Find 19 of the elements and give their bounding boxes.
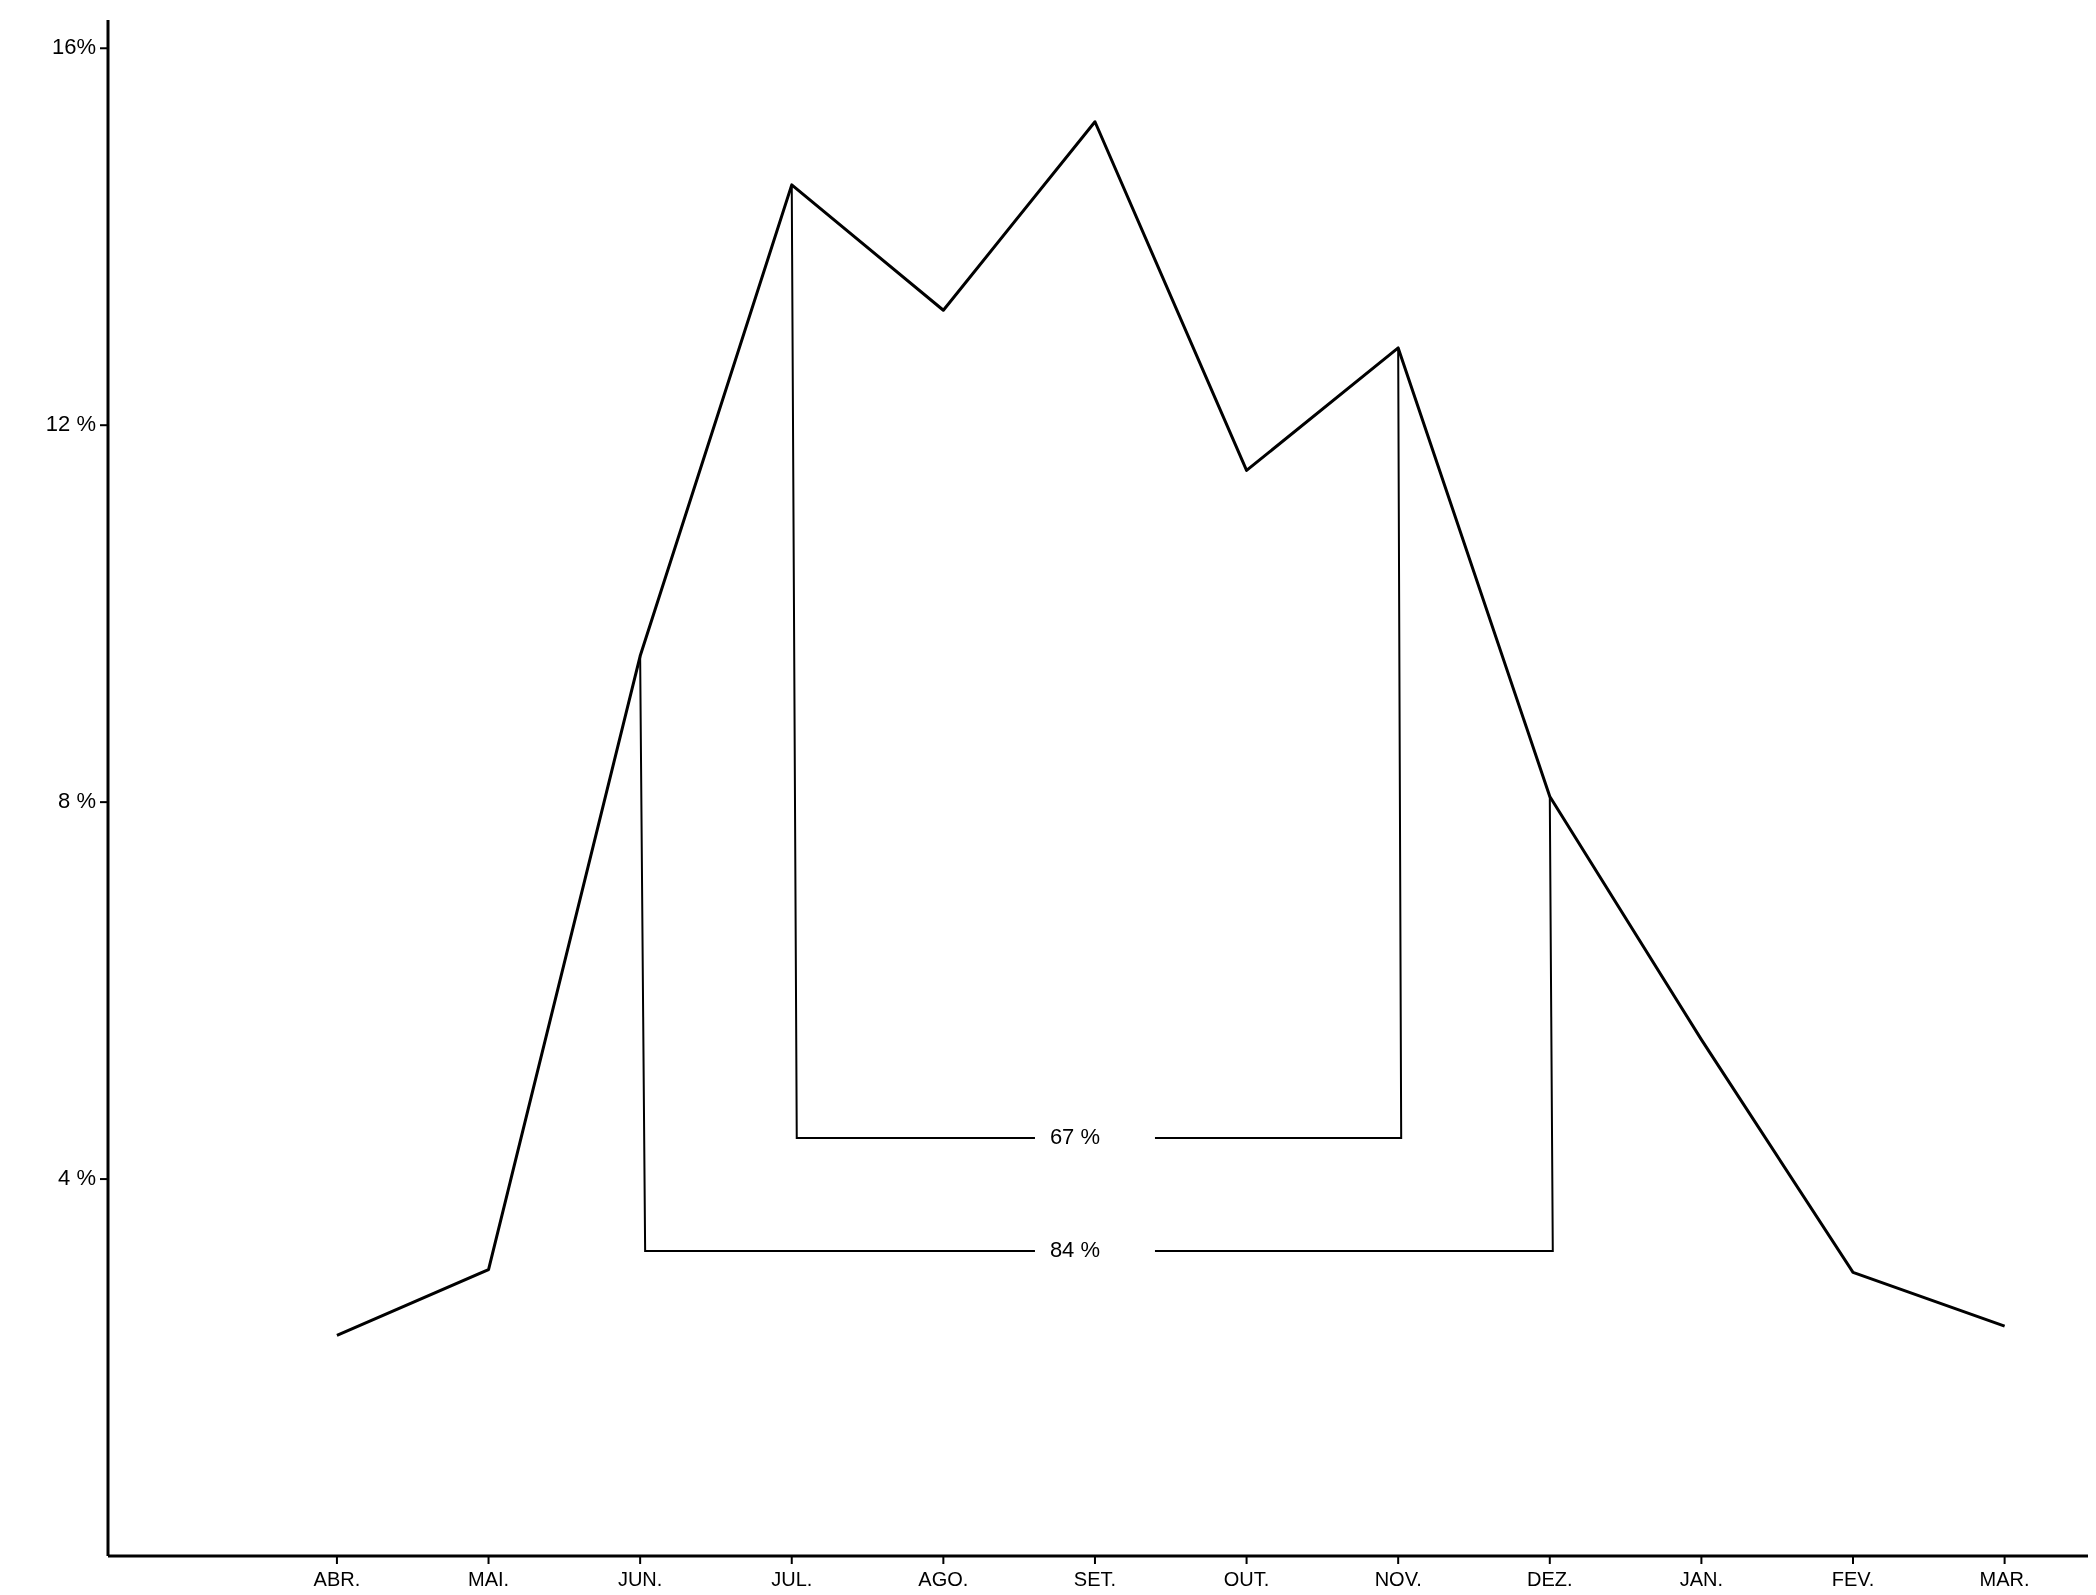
y-tick-label: 16% — [51, 34, 96, 60]
x-tick-label: JAN. — [1679, 1568, 1724, 1590]
x-tick-label: ABR. — [313, 1568, 361, 1590]
x-tick-label: OUT. — [1223, 1568, 1270, 1590]
x-tick-label: AGO. — [918, 1568, 969, 1590]
x-tick-label: DEZ. — [1527, 1568, 1573, 1590]
y-tick-label: 4 % — [58, 1164, 96, 1190]
x-tick-label: SET. — [1073, 1568, 1117, 1590]
annotation: 84 % — [1049, 1236, 1101, 1262]
line-series — [335, 120, 2007, 1337]
x-tick-label: NOV. — [1374, 1568, 1422, 1590]
y-tick-label: 8 % — [58, 787, 96, 813]
x-tick-label: JUL. — [771, 1568, 813, 1590]
x-tick-label: FEV. — [1831, 1568, 1875, 1590]
y-tick-label: 12 % — [45, 411, 96, 437]
x-tick-label: MAI. — [467, 1568, 510, 1590]
x-tick-label: JUN. — [617, 1568, 663, 1590]
annotation: 67 % — [1049, 1123, 1101, 1149]
x-tick-label: MAR. — [1979, 1568, 2030, 1590]
